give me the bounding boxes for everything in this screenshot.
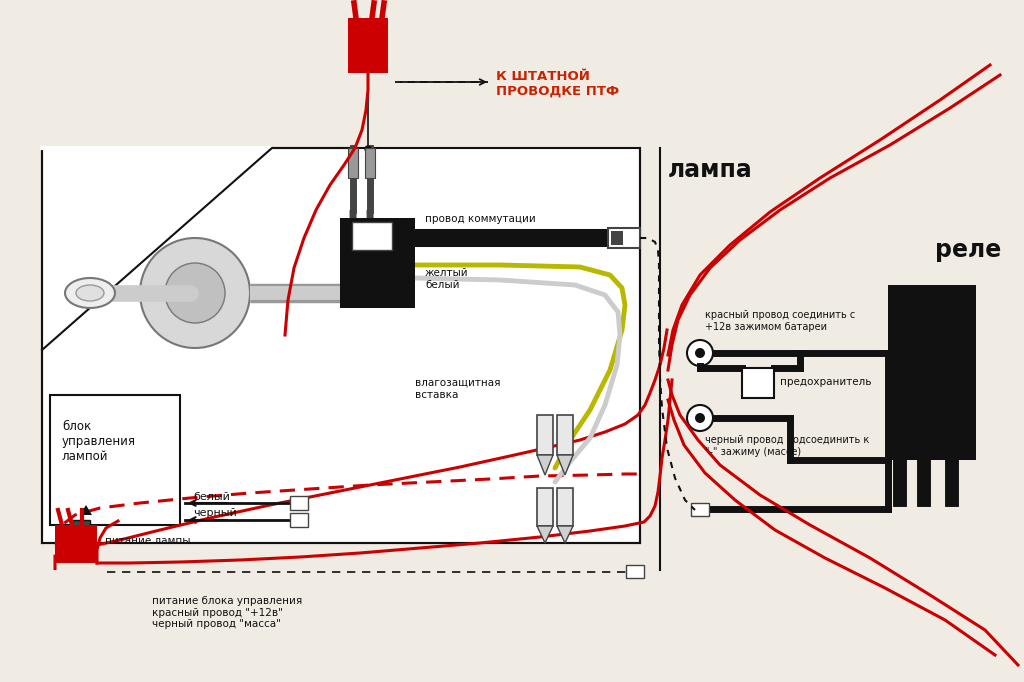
Bar — [290, 496, 308, 510]
Circle shape — [695, 348, 705, 358]
Bar — [290, 513, 308, 527]
Bar — [611, 231, 623, 245]
Text: питание блока управления
красный провод "+12в"
черный провод "масса": питание блока управления красный провод … — [152, 596, 302, 629]
Polygon shape — [557, 455, 573, 475]
Bar — [50, 395, 180, 525]
Text: черный: черный — [193, 508, 237, 518]
Text: питание лампы: питание лампы — [105, 536, 190, 546]
Text: реле: реле — [935, 238, 1001, 262]
Ellipse shape — [65, 278, 115, 308]
Text: провод коммутации: провод коммутации — [425, 214, 536, 224]
Polygon shape — [537, 526, 553, 543]
Bar — [340, 218, 415, 308]
Polygon shape — [557, 526, 573, 543]
Bar — [557, 488, 573, 526]
Text: лампа: лампа — [668, 158, 753, 182]
Text: влагозащитная
вставка: влагозащитная вставка — [415, 378, 501, 400]
Bar — [888, 285, 976, 460]
Bar — [742, 368, 774, 398]
Circle shape — [695, 413, 705, 423]
Text: К ШТАТНОЙ
ПРОВОДКЕ ПТФ: К ШТАТНОЙ ПРОВОДКЕ ПТФ — [496, 70, 620, 98]
Bar — [691, 503, 709, 516]
Bar — [42, 148, 640, 543]
Text: черный провод подсоединить к
"-" зажиму (массе): черный провод подсоединить к "-" зажиму … — [705, 435, 869, 457]
Bar — [537, 488, 553, 526]
Text: желтый: желтый — [425, 268, 469, 278]
Bar — [608, 228, 640, 248]
Ellipse shape — [76, 285, 104, 301]
Bar — [557, 415, 573, 455]
Text: предохранитель: предохранитель — [780, 377, 871, 387]
Circle shape — [165, 263, 225, 323]
Bar — [537, 415, 553, 455]
Circle shape — [687, 340, 713, 366]
Bar — [72, 520, 90, 535]
Circle shape — [365, 146, 371, 152]
Text: белый: белый — [193, 492, 229, 502]
Bar — [626, 565, 644, 578]
Bar — [348, 18, 388, 73]
Polygon shape — [537, 455, 553, 475]
Text: блок
управления
лампой: блок управления лампой — [62, 420, 136, 463]
Circle shape — [140, 238, 250, 348]
Bar — [348, 148, 358, 178]
Text: красный провод соединить с
+12в зажимом батареи: красный провод соединить с +12в зажимом … — [705, 310, 855, 331]
Text: белый: белый — [425, 280, 460, 290]
Polygon shape — [80, 505, 92, 515]
Bar — [365, 148, 375, 178]
Circle shape — [687, 405, 713, 431]
Bar — [55, 525, 97, 563]
Bar — [352, 222, 392, 250]
